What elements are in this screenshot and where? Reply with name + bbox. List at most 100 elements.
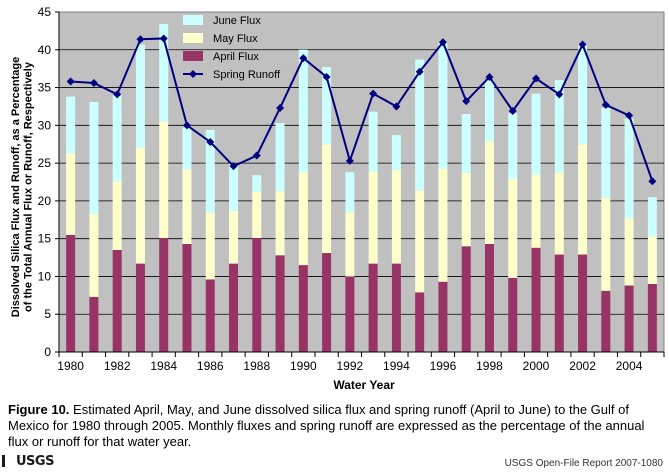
june-flux-bar — [438, 42, 448, 169]
spring-runoff-point — [229, 162, 238, 171]
june-flux-bar — [182, 127, 192, 170]
spring-runoff-point — [369, 89, 378, 98]
y-tick-label: 35 — [38, 81, 52, 95]
spring-runoff-point — [485, 72, 494, 81]
legend: June Flux May Flux April Flux Spring Runoff — [183, 15, 281, 81]
spring-runoff-point — [462, 97, 471, 106]
june-flux-bar — [531, 93, 541, 175]
legend-label-spring-runoff: Spring Runoff — [213, 69, 281, 81]
legend-marker-spring-runoff — [189, 70, 197, 78]
may-flux-bar — [159, 121, 169, 238]
may-flux-bar — [229, 210, 239, 264]
april-flux-bar — [391, 263, 401, 352]
y-tick-label: 40 — [38, 43, 52, 57]
silica-flux-chart: 1980 1982 1984 1986 1988 1990 1992 1994 1996 1998… — [10, 5, 665, 392]
spring-runoff-point — [578, 40, 587, 49]
usgs-wave-icon — [2, 455, 15, 467]
legend-swatch-june-flux — [183, 15, 203, 25]
april-flux-bar — [135, 263, 145, 352]
june-flux-bar — [624, 118, 634, 219]
june-flux-bar — [461, 114, 471, 173]
april-flux-bar — [205, 279, 215, 352]
june-flux-bar — [135, 44, 145, 148]
y-axis-label-line: Dissolved Silica Flux and Runoff, as a P… — [10, 57, 22, 317]
spring-runoff-path — [70, 37, 654, 182]
june-flux-bar — [647, 197, 657, 237]
june-flux-bar — [601, 107, 611, 198]
may-flux-bar — [345, 212, 355, 277]
spring-runoff-point — [392, 102, 401, 111]
x-tick-label: 2002 — [569, 359, 596, 373]
spring-runoff-point — [648, 177, 657, 186]
y-tick-label: 0 — [44, 345, 51, 359]
june-flux-bar — [89, 101, 99, 215]
may-flux-bar — [554, 172, 564, 255]
april-flux-bar — [112, 250, 122, 352]
x-tick-label: 1994 — [383, 359, 410, 373]
april-flux-bar — [368, 263, 378, 352]
spring-runoff-point — [438, 38, 447, 47]
june-flux-bar — [368, 111, 378, 172]
spring-runoff-point — [532, 74, 541, 83]
april-flux-bar — [601, 290, 611, 352]
june-flux-bar — [298, 49, 308, 173]
may-flux-bar — [298, 172, 308, 266]
may-flux-bar — [205, 212, 215, 280]
april-flux-bar — [229, 263, 239, 352]
figure-caption: Figure 10. Estimated April, May, and Jun… — [8, 402, 663, 450]
x-axis-label: Water Year — [333, 378, 395, 392]
spring-runoff-point — [625, 111, 634, 120]
may-flux-bar — [66, 153, 76, 235]
spring-runoff-point — [136, 35, 145, 44]
spring-runoff-point — [89, 79, 98, 88]
y-tick-label: 25 — [38, 156, 52, 170]
april-flux-bar — [484, 243, 494, 352]
y-tick-label: 15 — [38, 232, 52, 246]
y-tick-label: 45 — [38, 5, 52, 19]
april-flux-bar — [461, 246, 471, 352]
april-flux-bar — [415, 292, 425, 352]
spring-runoff-point — [508, 106, 517, 115]
x-tick-label: 1996 — [430, 359, 457, 373]
x-tick-label: 1980 — [57, 359, 84, 373]
may-flux-bar — [391, 169, 401, 264]
april-flux-bar — [647, 284, 657, 352]
june-flux-bar — [66, 96, 76, 154]
spring-runoff-point — [299, 54, 308, 63]
y-tick-label: 5 — [44, 307, 51, 321]
may-flux-bar — [578, 144, 588, 255]
may-flux-bar — [601, 197, 611, 291]
june-flux-bar — [252, 175, 262, 192]
x-tick-label: 1982 — [104, 359, 131, 373]
june-flux-bar — [275, 123, 285, 192]
april-flux-bar — [624, 285, 634, 352]
x-tick-label: 1992 — [337, 359, 364, 373]
april-flux-bar — [182, 243, 192, 352]
spring-runoff-point — [113, 90, 122, 99]
april-flux-bar — [322, 253, 332, 352]
spring-runoff-point — [322, 72, 331, 81]
april-flux-bar — [554, 254, 564, 352]
y-axis: 0 5 10 15 20 25 30 35 40 45 — [38, 5, 60, 359]
june-flux-bar — [345, 172, 355, 213]
spring-runoff-line — [66, 34, 657, 186]
y-axis-label: Dissolved Silica Flux and Runoff, as a P… — [10, 57, 35, 317]
may-flux-bar — [89, 214, 99, 297]
spring-runoff-point — [66, 77, 75, 86]
may-flux-bar — [275, 191, 285, 256]
x-axis: 1980 1982 1984 1986 1988 1990 1992 1994 1996 1998… — [57, 351, 665, 373]
may-flux-bar — [368, 171, 378, 264]
april-flux-bar — [298, 265, 308, 352]
y-tick-label: 30 — [38, 118, 52, 132]
june-flux-bar — [112, 95, 122, 182]
april-flux-bar — [508, 277, 518, 352]
may-flux-bar — [322, 144, 332, 254]
legend-label-may-flux: May Flux — [213, 33, 258, 45]
x-tick-label: 1990 — [290, 359, 317, 373]
spring-runoff-point — [252, 151, 261, 160]
legend-label-june-flux: June Flux — [213, 15, 261, 27]
x-tick-label: 1984 — [150, 359, 177, 373]
june-flux-bar — [508, 113, 518, 179]
x-tick-label: 1988 — [243, 359, 270, 373]
legend-label-april-flux: April Flux — [213, 51, 259, 63]
